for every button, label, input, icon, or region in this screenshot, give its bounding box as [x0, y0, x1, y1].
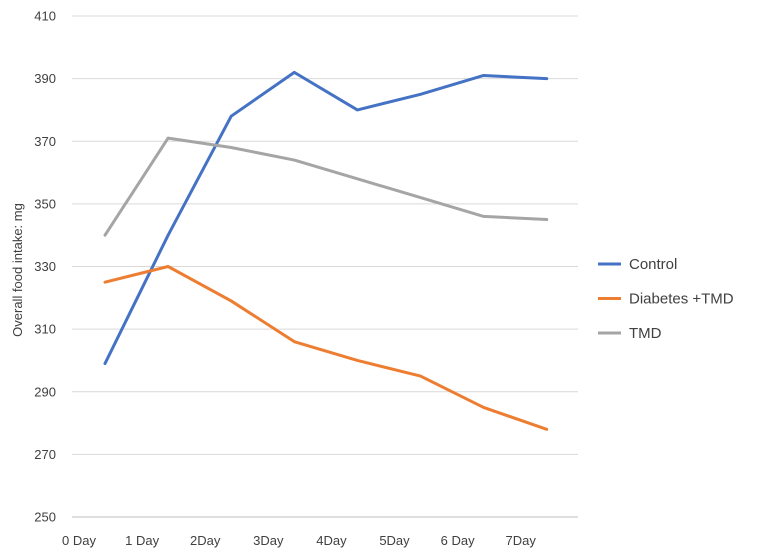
y-tick-label: 290 [34, 384, 56, 399]
y-tick-label: 350 [34, 196, 56, 211]
legend-label: Control [629, 256, 677, 273]
x-tick-label: 0 Day [62, 533, 96, 548]
x-tick-label: 4Day [316, 533, 347, 548]
legend: Control Diabetes +TMD TMD [598, 256, 734, 342]
y-tick-label: 410 [34, 9, 56, 24]
y-tick-label: 310 [34, 322, 56, 337]
y-axis-tick-labels: 250 270 290 310 330 350 370 390 410 [34, 9, 56, 525]
legend-label: Diabetes +TMD [629, 291, 734, 308]
gridlines [72, 15, 578, 518]
x-tick-label: 1 Day [125, 533, 159, 548]
series-line-1 [103, 70, 549, 366]
x-tick-label: 5Day [379, 533, 410, 548]
y-tick-label: 250 [34, 510, 56, 525]
x-tick-label: 7Day [506, 533, 537, 548]
series-lines [103, 70, 549, 431]
y-tick-label: 390 [34, 71, 56, 86]
y-axis-label: Overall food intake: mg [10, 203, 25, 337]
x-tick-label: 2Day [190, 533, 221, 548]
y-tick-label: 330 [34, 259, 56, 274]
legend-label: TMD [629, 325, 662, 342]
series-line-2 [103, 265, 549, 431]
x-tick-label: 3Day [253, 533, 284, 548]
x-tick-label: 6 Day [441, 533, 475, 548]
y-tick-label: 270 [34, 447, 56, 462]
y-tick-label: 370 [34, 134, 56, 149]
x-axis-tick-labels: 0 Day 1 Day 2Day 3Day 4Day 5Day 6 Day 7Day [62, 533, 536, 548]
series-line-3 [103, 136, 549, 237]
